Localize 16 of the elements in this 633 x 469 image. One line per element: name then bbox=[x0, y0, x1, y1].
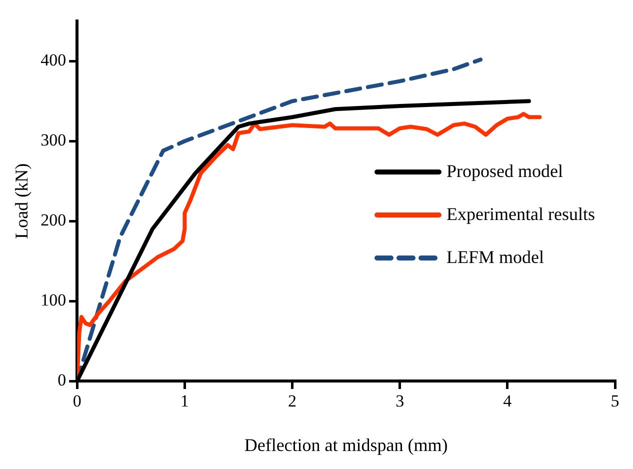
y-tick-label: 400 bbox=[40, 50, 66, 70]
y-tick-label: 100 bbox=[40, 290, 66, 310]
legend-label: Proposed model bbox=[446, 161, 564, 182]
x-tick-label: 2 bbox=[288, 392, 297, 411]
x-axis-title: Deflection at midspan (mm) bbox=[244, 434, 448, 455]
x-tick-label: 0 bbox=[72, 392, 82, 411]
x-tick-label: 4 bbox=[503, 392, 512, 411]
x-tick-label: 5 bbox=[610, 392, 620, 411]
x-tick-label: 3 bbox=[396, 392, 404, 411]
y-axis-title: Load (kN) bbox=[12, 163, 32, 239]
y-tick-label: 300 bbox=[40, 130, 66, 150]
y-tick-label: 0 bbox=[58, 370, 66, 390]
x-tick-label: 1 bbox=[180, 392, 189, 411]
legend-label: LEFM model bbox=[446, 247, 544, 268]
y-tick-label: 200 bbox=[40, 210, 66, 230]
legend-label: Experimental results bbox=[446, 204, 595, 226]
